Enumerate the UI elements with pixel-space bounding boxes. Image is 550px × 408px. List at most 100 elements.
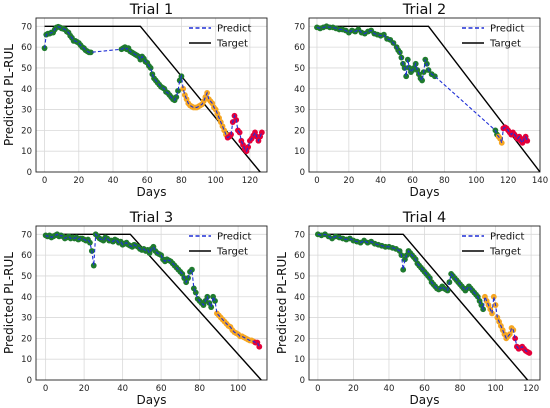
y-tick-label: 30 [294, 314, 305, 324]
x-tick-label: 40 [117, 384, 128, 394]
legend-target-label: Target [216, 39, 248, 50]
y-tick-label: 0 [27, 168, 32, 178]
target-line [317, 233, 529, 380]
legend-predict-label: Predict [490, 24, 525, 35]
predict-point [90, 262, 97, 269]
y-axis-label: Predicted PL-RUL [2, 252, 16, 354]
plot-area [42, 231, 263, 380]
predict-line [44, 26, 263, 153]
predict-point [490, 293, 497, 300]
chart-panel-1: 0 20 40 60 80 100 120 0 10 20 30 40 50 60 70 Trial 1 Day… [2, 2, 268, 199]
x-tick-label: 40 [375, 176, 386, 186]
x-tick-label: 0 [314, 176, 319, 186]
x-axis-label: Days [410, 393, 440, 407]
plot-area [314, 231, 533, 380]
predict-point [498, 139, 505, 146]
y-tick-label: 10 [294, 355, 305, 365]
predict-line [45, 233, 260, 347]
predict-point [212, 298, 218, 304]
y-tick-label: 10 [294, 147, 305, 157]
chart-panel-4: 0 20 40 60 80 100 120 0 10 20 30 40 50 60 70 Trial 4 Day… [275, 210, 541, 407]
legend-target-label: Target [216, 247, 248, 258]
predict-point [512, 335, 519, 342]
x-axis-label: Days [137, 393, 167, 407]
y-tick-label: 30 [21, 314, 32, 324]
target-line [316, 25, 540, 172]
predict-point [208, 304, 215, 311]
x-axis-label: Days [410, 185, 440, 199]
y-tick-label: 70 [294, 22, 305, 32]
predict-point [489, 310, 495, 317]
y-tick-label: 30 [21, 106, 32, 116]
y-tick-label: 20 [294, 126, 305, 136]
x-tick-label: 100 [230, 384, 246, 394]
y-tick-label: 60 [21, 251, 32, 261]
predict-point [175, 87, 181, 94]
y-tick-label: 20 [21, 334, 32, 344]
y-tick-label: 20 [294, 334, 305, 344]
y-tick-label: 40 [294, 293, 305, 303]
x-tick-label: 120 [523, 384, 539, 394]
plot-area [41, 23, 265, 172]
y-tick-label: 20 [21, 126, 32, 136]
y-tick-label: 40 [21, 293, 32, 303]
predict-point [87, 49, 94, 56]
x-tick-label: 20 [73, 176, 84, 186]
y-tick-label: 0 [27, 376, 32, 386]
y-tick-label: 0 [300, 168, 305, 178]
y-tick-label: 50 [294, 272, 305, 282]
x-tick-label: 80 [194, 384, 205, 394]
predict-point [256, 343, 263, 350]
x-tick-label: 40 [384, 384, 395, 394]
plot-frame [308, 225, 541, 381]
y-tick-label: 70 [294, 230, 305, 240]
x-axis-label: Days [137, 185, 167, 199]
y-axis-label: Predicted PL-RUL [2, 44, 16, 146]
predict-point [258, 129, 265, 136]
predict-point [245, 144, 252, 150]
predict-line [317, 233, 530, 354]
y-tick-label: 50 [294, 64, 305, 74]
x-tick-label: 100 [208, 176, 224, 186]
y-tick-label: 60 [21, 43, 32, 53]
x-tick-label: 80 [176, 176, 187, 186]
y-tick-label: 60 [294, 43, 305, 53]
y-tick-label: 40 [294, 85, 305, 95]
x-tick-label: 60 [156, 384, 167, 394]
y-axis-label: Predicted PL-RUL [275, 252, 289, 354]
y-tick-label: 50 [21, 272, 32, 282]
y-tick-label: 50 [21, 64, 32, 74]
target-line [45, 233, 262, 380]
y-tick-label: 60 [294, 251, 305, 261]
predict-point [173, 94, 180, 100]
plot-area [314, 23, 540, 172]
predict-point [400, 266, 407, 273]
x-tick-label: 20 [79, 384, 90, 394]
y-tick-label: 40 [21, 85, 32, 95]
y-tick-label: 30 [294, 106, 305, 116]
x-tick-label: 100 [487, 384, 503, 394]
plot-frame [308, 17, 541, 173]
plot-frame [35, 17, 268, 173]
x-tick-label: 60 [419, 384, 430, 394]
x-tick-label: 0 [43, 384, 48, 394]
legend-target-label: Target [489, 247, 521, 258]
legend-predict-label: Predict [217, 24, 252, 35]
chart-panel-3: 0 20 40 60 80 100 0 10 20 30 40 50 60 70 Trial 3 Days Pr… [2, 210, 268, 407]
legend-predict-label: Predict [490, 232, 525, 243]
x-tick-label: 80 [455, 384, 466, 394]
plot-frame [35, 225, 268, 381]
chart-title: Trial 3 [129, 210, 173, 226]
y-tick-label: 10 [21, 355, 32, 365]
x-tick-label: 100 [468, 176, 484, 186]
chart-title: Trial 1 [129, 2, 173, 18]
chart-title: Trial 4 [402, 210, 446, 226]
y-tick-label: 0 [300, 376, 305, 386]
x-tick-label: 40 [108, 176, 119, 186]
chart-panel-2: 0 20 40 60 80 100 120 140 0 10 20 30 40 50 60 70 Trial 2… [294, 2, 548, 199]
x-tick-label: 0 [315, 384, 320, 394]
predict-point [180, 85, 187, 92]
y-tick-label: 10 [21, 147, 32, 157]
x-tick-label: 140 [532, 176, 548, 186]
